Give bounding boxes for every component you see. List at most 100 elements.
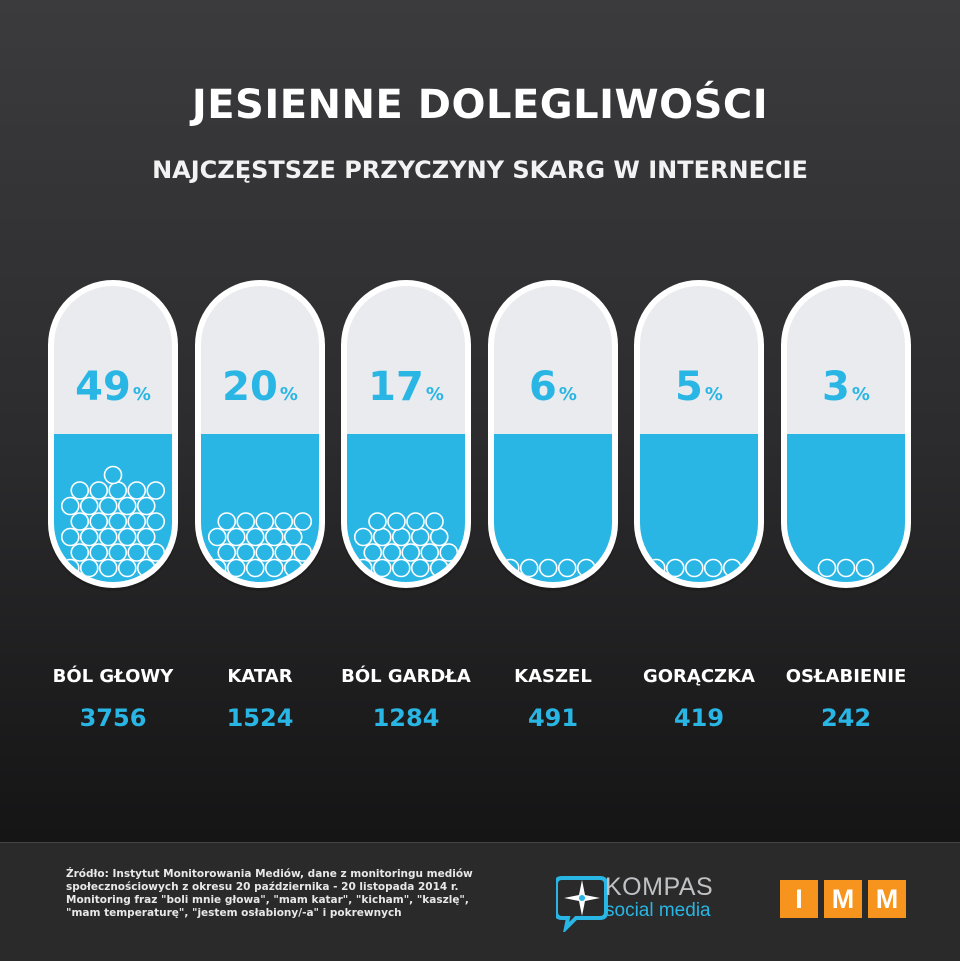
bubble (538, 558, 558, 578)
capsule-fill (640, 434, 758, 582)
bubble (146, 481, 166, 500)
bubble (363, 543, 383, 562)
bubble (817, 558, 837, 578)
bubble (420, 543, 440, 562)
percent-label: 17% (341, 364, 471, 410)
source-note: Źródło: Instytut Monitorowania Mediów, d… (66, 868, 473, 919)
percent-sign: % (425, 384, 444, 405)
capsule-2 (195, 280, 325, 591)
bubble (127, 481, 147, 500)
bubble (217, 512, 237, 531)
percent-label: 49% (48, 364, 178, 410)
percent-sign: % (132, 384, 151, 405)
bubble (226, 558, 246, 578)
capsule-fill (494, 434, 612, 582)
percent-value: 49 (75, 364, 131, 410)
bubble (79, 527, 99, 547)
imm-letter-m1: M (824, 880, 862, 918)
bubble (117, 558, 137, 578)
bubble (127, 543, 147, 562)
category-label: BÓL GARDŁA (341, 666, 471, 687)
bubble (117, 527, 137, 547)
capsule-empty-part (494, 286, 612, 434)
bubble (127, 512, 147, 531)
bubble (255, 512, 275, 531)
bubble (108, 543, 128, 562)
bubble (217, 543, 237, 562)
bubble (89, 512, 109, 531)
bubble (108, 512, 128, 531)
bubble (103, 465, 123, 485)
bubble (368, 512, 387, 531)
bubble (136, 527, 156, 547)
bubble (519, 558, 539, 578)
bubble (245, 527, 265, 547)
count-value: 1524 (226, 704, 294, 732)
bubble (136, 496, 156, 516)
bubble (264, 558, 284, 578)
kompas-tagline: social media (605, 900, 711, 921)
count-value: 3756 (79, 704, 147, 732)
capsule-3 (341, 280, 471, 591)
capsule-empty-part (640, 286, 758, 434)
percent-label: 20% (195, 364, 325, 410)
bubble (684, 558, 704, 578)
capsule-empty-part (787, 286, 905, 434)
imm-letter-m2: M (868, 880, 906, 918)
percent-label: 5% (634, 364, 764, 410)
bubble (79, 496, 99, 516)
bubble (410, 527, 430, 547)
bubble (236, 543, 256, 562)
bubble (391, 558, 411, 578)
bubble (245, 558, 265, 578)
percent-value: 17 (368, 364, 424, 410)
bubble (108, 481, 128, 500)
bubble (117, 496, 137, 516)
imm-logo: I M M (780, 880, 906, 918)
bubble (401, 543, 421, 562)
bubble (429, 527, 449, 547)
bubble (274, 512, 294, 531)
capsule-4 (488, 280, 618, 591)
count-value: 419 (673, 704, 725, 732)
percent-value: 20 (222, 364, 278, 410)
bubble (557, 558, 577, 578)
percent-sign: % (558, 384, 577, 405)
bubble (274, 543, 294, 562)
category-label: GORĄCZKA (642, 666, 755, 687)
bubble (98, 527, 118, 547)
percent-value: 5 (675, 364, 703, 410)
percent-sign: % (851, 384, 870, 405)
bubble (70, 543, 90, 562)
capsule-fill (787, 434, 905, 582)
percent-sign: % (279, 384, 298, 405)
category-label: OSŁABIENIE (785, 666, 907, 687)
capsule-1 (48, 280, 178, 591)
bubble (372, 558, 392, 578)
kompas-name: KOMPAS (605, 873, 714, 901)
capsule-empty-part (54, 286, 172, 434)
bubble (410, 558, 430, 578)
count-value: 1284 (372, 704, 440, 732)
bubble (855, 558, 875, 578)
bubble (89, 481, 109, 500)
bubble (70, 512, 90, 531)
bubble (283, 527, 303, 547)
percent-label: 3% (781, 364, 911, 410)
bubble (293, 512, 313, 531)
capsule-6 (781, 280, 911, 591)
chart-subtitle: NAJCZĘSTSZE PRZYCZYNY SKARG W INTERNECIE (152, 156, 808, 184)
bubble (226, 527, 246, 547)
bubble (60, 527, 80, 547)
capsule-chart (48, 280, 911, 591)
bubble (236, 512, 256, 531)
count-value: 242 (820, 704, 872, 732)
capsule-empty-part (201, 286, 319, 434)
bubble (382, 543, 402, 562)
bubble (79, 558, 99, 578)
bubble (255, 543, 275, 562)
bubble (372, 527, 392, 547)
bubble (406, 512, 425, 531)
percent-label: 6% (488, 364, 618, 410)
bubble (207, 527, 227, 547)
